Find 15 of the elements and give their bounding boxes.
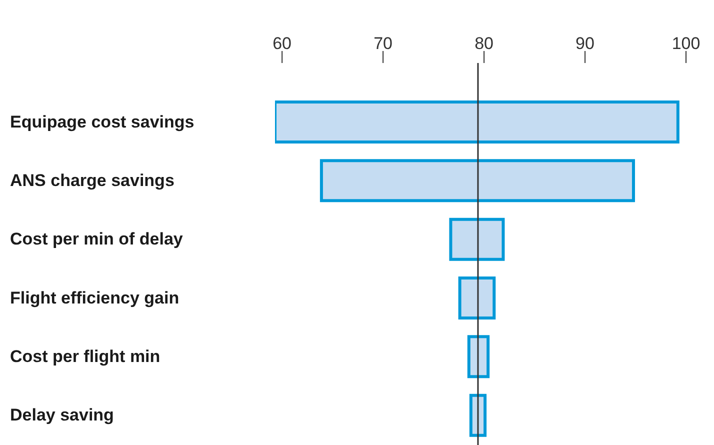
bar	[458, 276, 496, 320]
y-tick-label: Equipage cost savings	[10, 112, 194, 132]
x-tick-label: 60	[272, 34, 292, 53]
y-tick-label: Flight efficiency gain	[10, 288, 180, 308]
y-tick-label: Cost per min of delay	[10, 230, 184, 249]
bar	[275, 100, 680, 144]
bar	[449, 218, 505, 261]
x-tick-label: 70	[374, 34, 393, 53]
bar	[320, 159, 635, 202]
x-tick-label: 90	[576, 34, 594, 53]
y-tick-label: Cost per flight min	[10, 347, 160, 366]
x-tick-label: 100	[672, 34, 700, 53]
y-tick-label: Delay saving	[10, 406, 114, 425]
y-tick-label: ANS charge savings	[10, 171, 174, 190]
x-tick-label: 80	[474, 34, 494, 53]
